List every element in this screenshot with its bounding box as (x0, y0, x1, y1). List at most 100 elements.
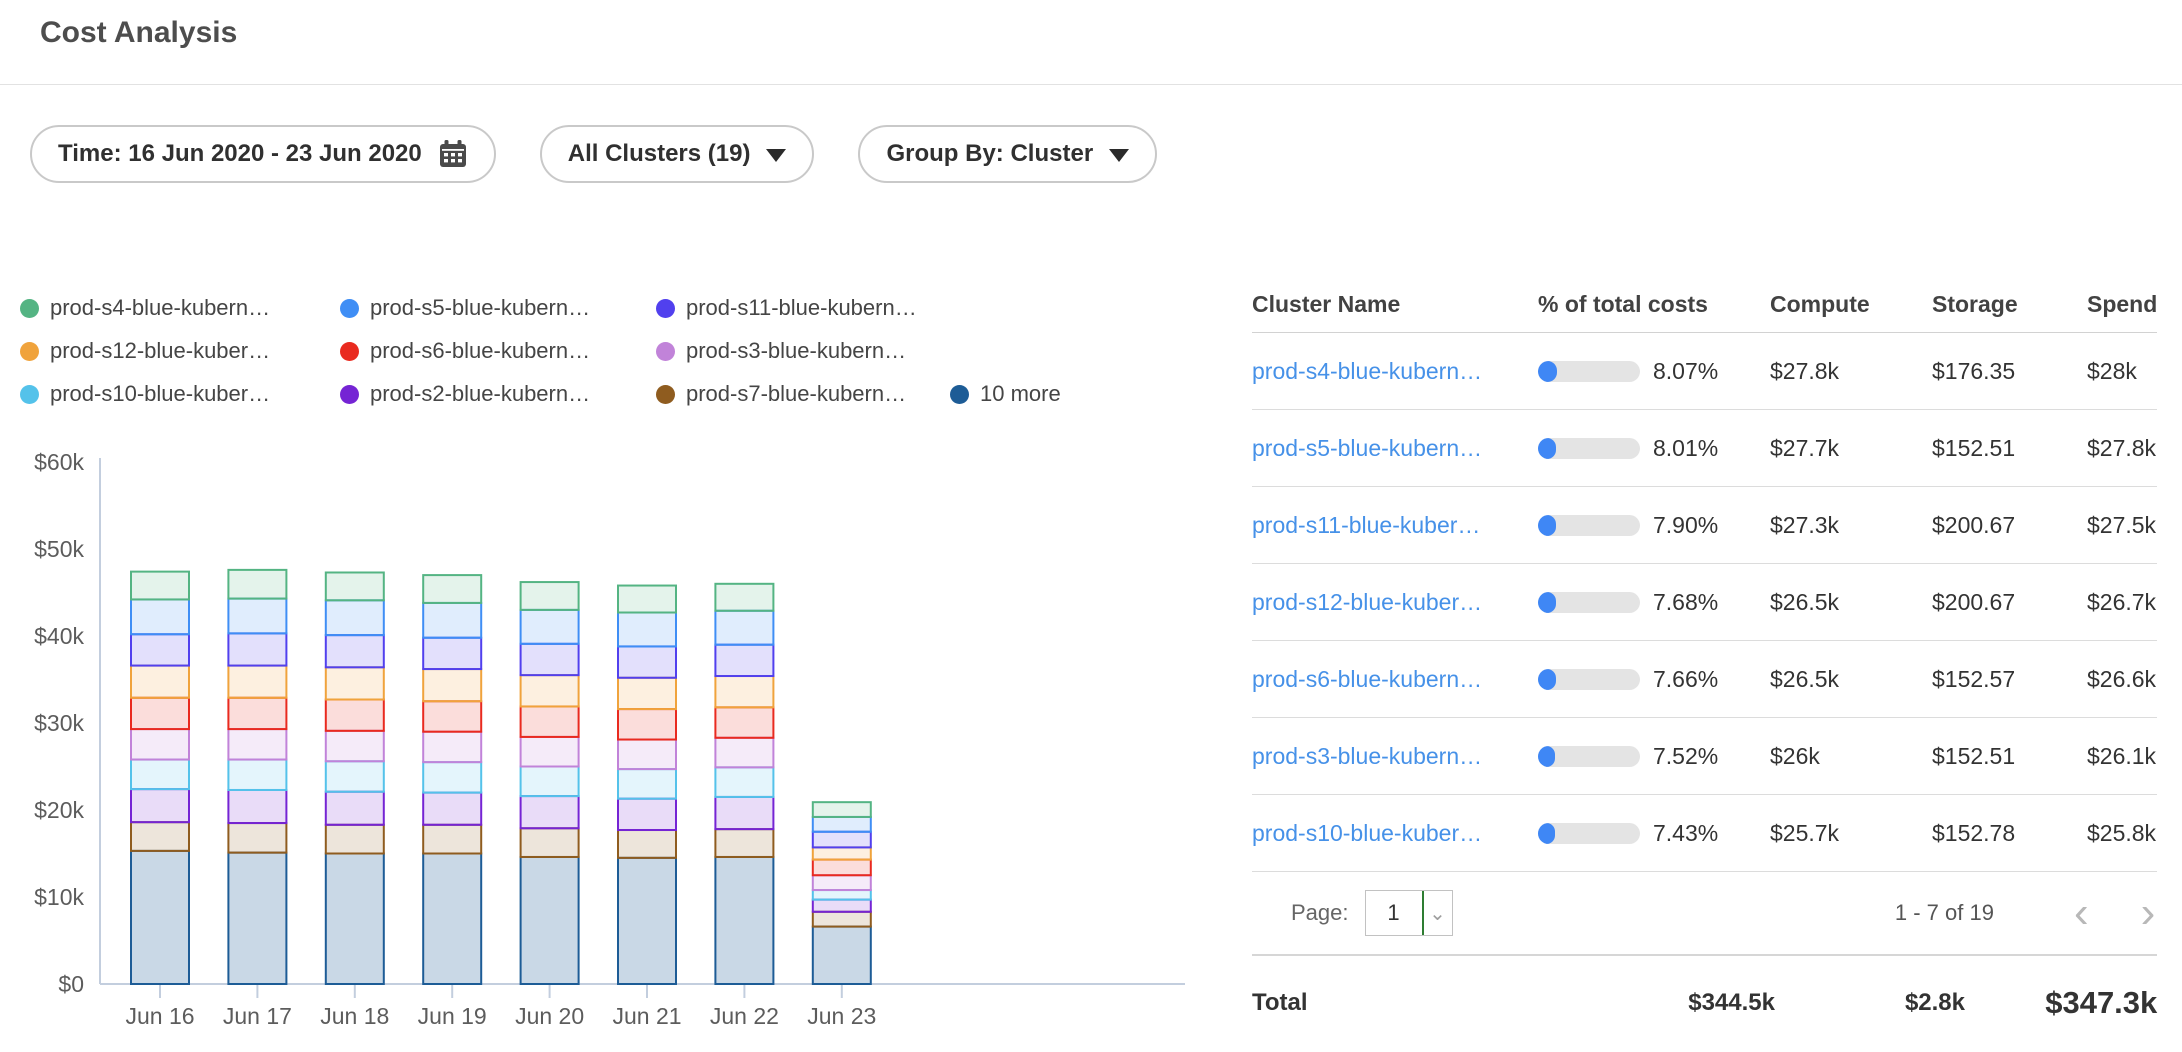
cluster-name-link[interactable]: prod-s3-blue-kubern… (1252, 742, 1483, 769)
bar-segment[interactable] (227, 664, 288, 699)
bar-segment[interactable] (519, 827, 580, 858)
bar-segment[interactable] (324, 790, 385, 826)
bar-segment[interactable] (227, 851, 288, 985)
bar-segment[interactable] (130, 633, 190, 667)
legend-item[interactable]: prod-s6-blue-kubern… (340, 334, 656, 368)
bar-segment[interactable] (422, 636, 483, 671)
stacked-bar-chart[interactable]: $0 $10k $20k $30k $40k $50k $60k Jun 16 Jun 17 Ju… (0, 411, 1240, 1036)
bar-segment[interactable] (227, 728, 288, 761)
legend-item[interactable]: 10 more (950, 377, 1240, 411)
bar-segment[interactable] (227, 696, 288, 731)
bar-segment[interactable] (130, 696, 190, 731)
bar-segment[interactable] (422, 668, 483, 703)
bar-segment[interactable] (811, 889, 872, 901)
bar-segment[interactable] (714, 766, 775, 798)
bar-segment[interactable] (811, 815, 872, 833)
bar-segment[interactable] (324, 571, 385, 602)
bar-segment[interactable] (617, 676, 677, 711)
chevron-right-icon[interactable]: › (2140, 888, 2156, 937)
bar-segment[interactable] (519, 765, 580, 798)
bar-segment[interactable] (227, 597, 288, 635)
legend-item[interactable]: prod-s5-blue-kubern… (340, 291, 656, 325)
bar-segment[interactable] (811, 846, 872, 861)
bar-segment[interactable] (130, 728, 190, 761)
cluster-name-link[interactable]: prod-s6-blue-kubern… (1252, 665, 1483, 692)
bar-segment[interactable] (714, 706, 775, 739)
bar-segment[interactable] (227, 568, 288, 600)
bar-segment[interactable] (422, 601, 483, 639)
cluster-name-link[interactable]: prod-s11-blue-kuber… (1252, 511, 1481, 538)
col-header-cluster-name[interactable]: Cluster Name (1252, 291, 1401, 317)
bar-segment[interactable] (227, 632, 288, 667)
bar-segment[interactable] (519, 795, 580, 830)
bar-segment[interactable] (324, 634, 385, 669)
bar-segment[interactable] (519, 855, 580, 986)
clusters-filter-dropdown[interactable]: All Clusters (19) (539, 125, 815, 183)
chevron-left-icon[interactable]: ‹ (2073, 888, 2089, 937)
bar-segment[interactable] (617, 611, 677, 648)
bar-segment[interactable] (811, 910, 872, 928)
bar-segment[interactable] (714, 675, 775, 709)
bar-segment[interactable] (324, 852, 385, 985)
legend-item[interactable]: prod-s4-blue-kubern… (20, 291, 340, 325)
col-header-storage[interactable]: Storage (1932, 291, 2018, 317)
bar-segment[interactable] (130, 849, 190, 986)
bar-segment[interactable] (324, 823, 385, 855)
bar-segment[interactable] (324, 666, 385, 701)
bar-segment[interactable] (617, 768, 677, 800)
bar-segment[interactable] (227, 758, 288, 791)
bar-segment[interactable] (617, 645, 677, 679)
bar-segment[interactable] (519, 608, 580, 645)
bar-segment[interactable] (617, 829, 677, 859)
bar-segment[interactable] (422, 574, 483, 604)
group-by-dropdown[interactable]: Group By: Cluster (858, 125, 1158, 183)
bar-segment[interactable] (324, 698, 385, 732)
bar-segment[interactable] (617, 708, 677, 741)
bar-segment[interactable] (422, 823, 483, 855)
bar-segment[interactable] (130, 598, 190, 636)
bar-segment[interactable] (519, 705, 580, 738)
bar-segment[interactable] (324, 599, 385, 637)
cluster-name-link[interactable]: prod-s12-blue-kuber… (1252, 588, 1483, 615)
bar-segment[interactable] (324, 760, 385, 793)
bar-segment[interactable] (227, 822, 288, 854)
bar-segment[interactable] (227, 788, 288, 825)
bar-segment[interactable] (324, 729, 385, 763)
bar-segment[interactable] (130, 664, 190, 699)
bar-segment[interactable] (422, 730, 483, 764)
bar-segment[interactable] (130, 821, 190, 852)
bar-segment[interactable] (714, 582, 775, 612)
col-header-compute[interactable]: Compute (1770, 291, 1870, 317)
time-range-button[interactable]: Time: 16 Jun 2020 - 23 Jun 2020 (30, 125, 496, 183)
bar-segment[interactable] (130, 570, 190, 601)
bar-segment[interactable] (811, 898, 872, 913)
legend-item[interactable]: prod-s2-blue-kubern… (340, 377, 656, 411)
bar-segment[interactable] (422, 700, 483, 733)
bar-segment[interactable] (811, 858, 872, 877)
bar-segment[interactable] (617, 797, 677, 832)
page-select[interactable]: 1 ⌄ (1364, 890, 1453, 936)
bar-segment[interactable] (422, 852, 483, 985)
bar-segment[interactable] (811, 925, 872, 986)
bar-segment[interactable] (811, 874, 872, 892)
cluster-name-link[interactable]: prod-s10-blue-kuber… (1252, 819, 1483, 846)
bar-segment[interactable] (714, 643, 775, 678)
legend-item[interactable]: prod-s3-blue-kubern… (656, 334, 950, 368)
bar-segment[interactable] (519, 642, 580, 677)
bar-segment[interactable] (519, 735, 580, 768)
bar-segment[interactable] (617, 738, 677, 771)
col-header-pct-total-costs[interactable]: % of total costs (1538, 291, 1708, 317)
bar-segment[interactable] (130, 788, 190, 824)
bar-segment[interactable] (714, 736, 775, 769)
bar-segment[interactable] (617, 584, 677, 614)
bar-segment[interactable] (422, 761, 483, 794)
bar-segment[interactable] (811, 801, 872, 818)
bar-segment[interactable] (714, 828, 775, 858)
bar-segment[interactable] (714, 795, 775, 831)
bar-segment[interactable] (519, 674, 580, 708)
bar-segment[interactable] (714, 609, 775, 646)
col-header-spend[interactable]: Spend (2087, 291, 2158, 317)
legend-item[interactable]: prod-s10-blue-kuber… (20, 377, 340, 411)
bar-segment[interactable] (422, 791, 483, 826)
cluster-name-link[interactable]: prod-s5-blue-kubern… (1252, 434, 1483, 461)
